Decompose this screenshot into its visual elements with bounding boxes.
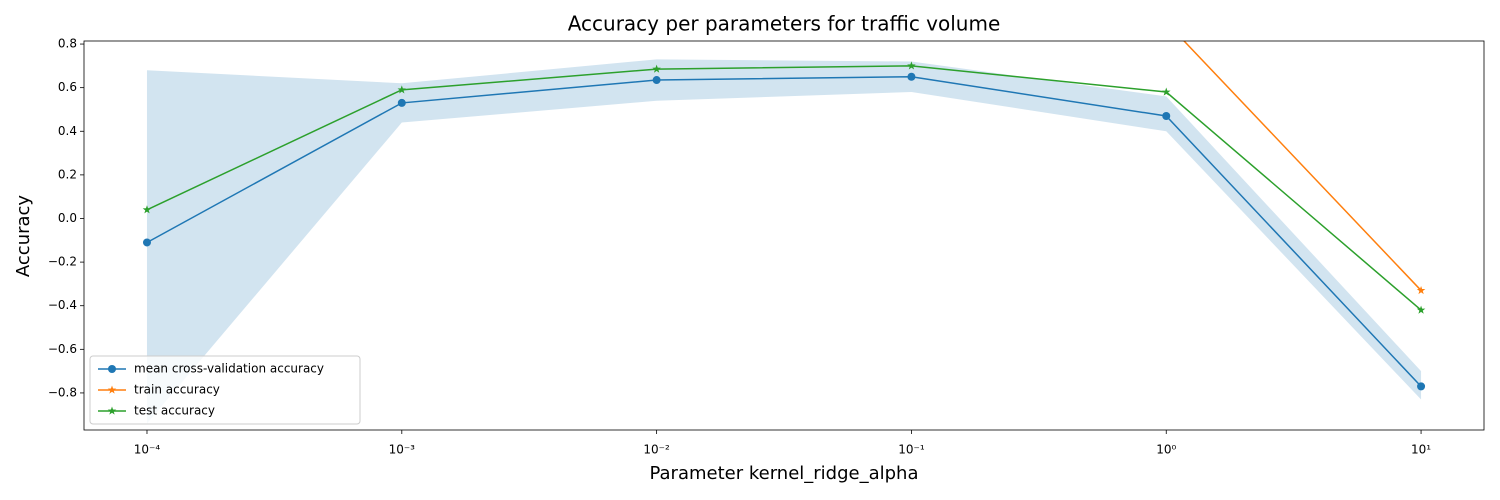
marker — [652, 64, 661, 73]
marker — [1162, 112, 1171, 121]
x-tick-label: 10⁻³ — [389, 443, 416, 457]
x-tick-label: 10¹ — [1411, 443, 1431, 457]
legend-label: test accuracy — [134, 404, 215, 418]
marker — [107, 406, 117, 415]
marker — [652, 76, 661, 85]
series-line — [146, 65, 1422, 311]
legend-label: train accuracy — [134, 383, 220, 397]
y-tick-label: 0.0 — [58, 211, 77, 225]
series-line — [1183, 41, 1422, 291]
y-tick-label: 0.8 — [58, 37, 77, 51]
marker — [107, 385, 117, 394]
y-tick-label: −0.4 — [48, 298, 77, 312]
marker — [1417, 382, 1426, 391]
marker — [142, 238, 151, 247]
y-axis-label: Accuracy — [13, 195, 34, 278]
legend-label: mean cross-validation accuracy — [134, 362, 324, 376]
marker — [397, 98, 406, 107]
marker — [397, 85, 407, 94]
y-tick-label: 0.2 — [58, 167, 77, 181]
y-tick-label: −0.8 — [48, 385, 77, 399]
x-tick-label: 10⁻⁴ — [134, 443, 161, 457]
x-tick-label: 10⁻² — [643, 443, 670, 457]
y-tick-label: 0.4 — [58, 124, 77, 138]
marker — [108, 365, 116, 373]
plot-area — [142, 41, 1426, 424]
y-tick-label: −0.6 — [48, 342, 77, 356]
series-line — [146, 76, 1422, 387]
marker — [1416, 285, 1426, 295]
y-tick-label: 0.6 — [58, 80, 77, 94]
legend-box — [89, 355, 361, 425]
legend: mean cross-validation accuracy train accu… — [89, 355, 361, 425]
marker — [142, 205, 152, 214]
plot-frame — [83, 40, 1485, 431]
marker — [1161, 87, 1171, 96]
axes: −0.8 −0.6 −0.4 −0.2 0.0 0.2 0.4 0.6 0.8 10⁻⁴ 10⁻³ 1… — [48, 37, 1485, 457]
marker — [907, 61, 916, 70]
y-tick-label: −0.2 — [48, 255, 77, 269]
marker — [1416, 305, 1426, 314]
x-tick-label: 10⁻¹ — [898, 443, 925, 457]
chart-title: Accuracy per parameters for traffic volu… — [568, 12, 1001, 36]
x-tick-label: 10⁰ — [1156, 443, 1176, 457]
std-band — [146, 59, 1422, 424]
x-axis-label: Parameter kernel_ridge_alpha — [649, 463, 918, 484]
marker — [907, 72, 916, 81]
